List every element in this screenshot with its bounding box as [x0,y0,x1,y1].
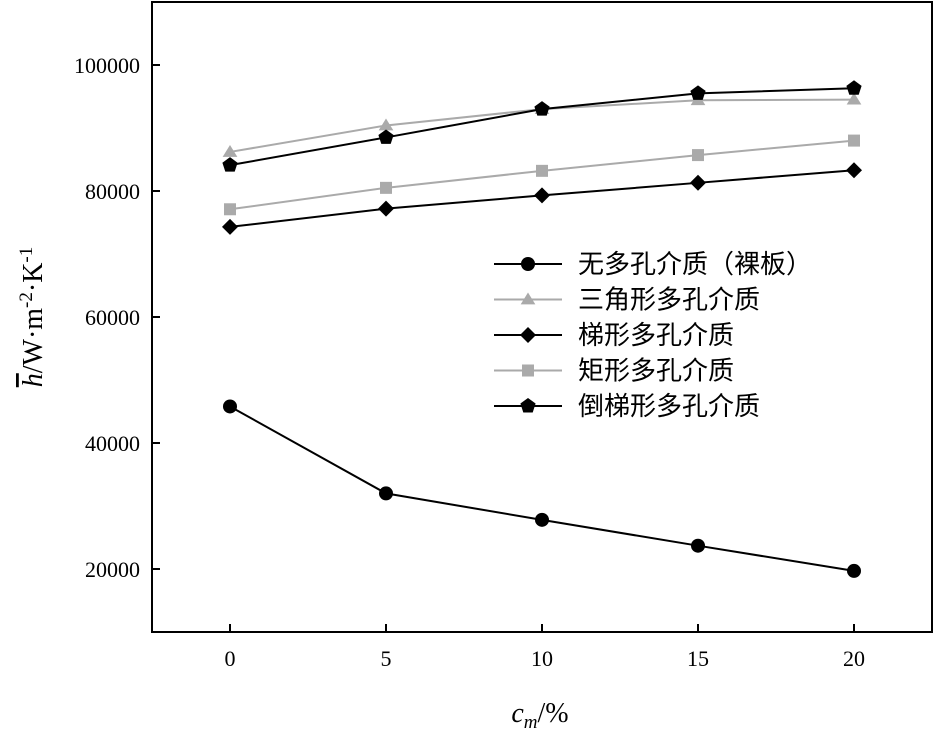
legend-marker [520,398,536,413]
data-point [536,164,548,177]
data-point [378,118,394,131]
axis-labels: cm/% h/W·m-2·K-1 [16,247,569,733]
legend-label: 梯形多孔介质 [578,321,734,351]
legend-item: 梯形多孔介质 [494,321,734,351]
legend-marker [522,364,534,377]
series-4 [224,134,860,216]
series-5 [222,80,862,172]
y-tick-label: 60000 [85,305,140,330]
data-point [224,203,236,216]
data-point [378,129,394,144]
legend-marker [521,257,535,271]
x-tick-label: 0 [225,646,236,671]
series-1 [223,399,861,578]
ticks: 0 5 10 15 20 20000 40000 60000 80000 100000 [74,53,865,671]
legend-marker [520,292,536,305]
data-point [690,85,706,100]
data-point [222,157,238,172]
legend-label: 无多孔介质（裸板） [578,250,812,280]
data-point [692,149,704,162]
x-tick-label: 5 [381,646,392,671]
legend-label: 倒梯形多孔介质 [578,392,760,422]
legend-marker [520,327,536,343]
plot-frame [151,1,933,633]
data-point [848,134,860,147]
legend-label: 三角形多孔介质 [578,286,760,316]
legend-label: 矩形多孔介质 [578,357,734,387]
data-point [535,512,549,527]
data-point [846,92,862,105]
x-tick-label: 20 [843,646,865,671]
data-point [846,162,862,179]
data-point [378,200,394,217]
series-layer [222,80,862,578]
data-point [223,399,237,414]
y-tick-label: 20000 [85,557,140,582]
x-axis-label: cm/% [511,698,568,733]
x-tick-label: 10 [531,646,553,671]
y-tick-label: 100000 [74,53,140,78]
data-point [379,486,393,501]
legend-item: 矩形多孔介质 [494,357,734,387]
data-point [847,563,861,578]
data-point [222,144,238,157]
axes [151,1,933,633]
y-axis-label: h/W·m-2·K-1 [16,247,49,388]
data-point [534,101,550,116]
series-3 [222,162,862,235]
data-point [222,218,238,235]
data-point [690,174,706,191]
y-tick-label: 80000 [85,179,140,204]
x-tick-label: 15 [687,646,709,671]
data-point [846,80,862,95]
data-point [534,187,550,204]
legend-item: 无多孔介质（裸板） [494,250,812,280]
data-point [691,538,705,553]
y-tick-label: 40000 [85,431,140,456]
series-line [229,405,855,572]
data-point [380,181,392,194]
legend-item: 三角形多孔介质 [494,286,760,316]
legend-item: 倒梯形多孔介质 [494,392,760,422]
